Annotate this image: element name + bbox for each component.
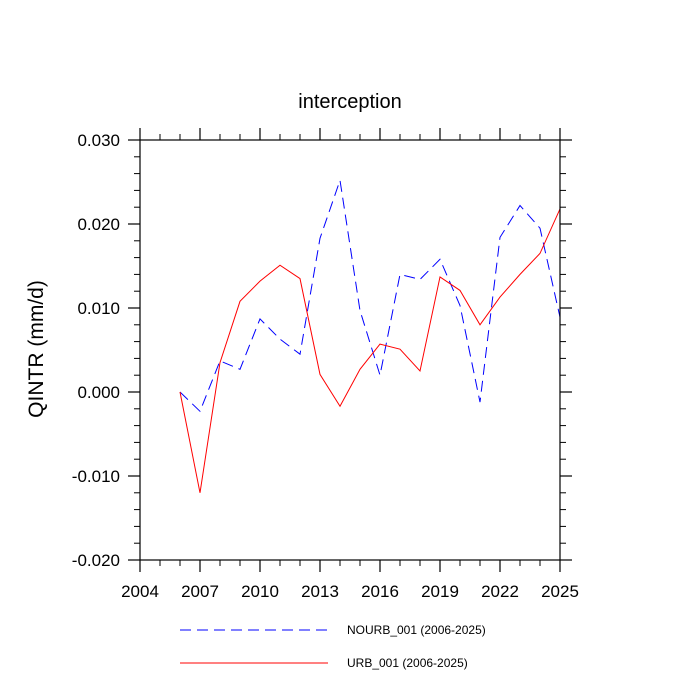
x-tick-labels: 2004 2007 2010 2013 2016 2019 2022 2025 — [121, 582, 579, 601]
y-tick-label-4: 0.020 — [77, 215, 120, 234]
series-line-nourb — [179, 180, 561, 413]
x-tick-label-2025: 2025 — [541, 582, 579, 601]
x-tick-label-2016: 2016 — [361, 582, 399, 601]
chart-title: interception — [298, 91, 401, 113]
y-axis-label: QINTR (mm/d) — [25, 280, 48, 418]
legend-label-urb: URB_001 (2006-2025) — [347, 656, 468, 670]
y-tick-label-5: 0.030 — [77, 131, 120, 150]
series-line-urb — [179, 208, 561, 493]
y-tick-label-2: 0.000 — [77, 383, 120, 402]
x-tick-label-2007: 2007 — [181, 582, 219, 601]
y-tick-label-0: -0.020 — [72, 551, 120, 570]
x-tick-label-2013: 2013 — [301, 582, 339, 601]
series-layer — [179, 180, 561, 493]
x-tick-label-2022: 2022 — [481, 582, 519, 601]
x-tick-label-2019: 2019 — [421, 582, 459, 601]
x-tick-label-2010: 2010 — [241, 582, 279, 601]
legend-label-nourb: NOURB_001 (2006-2025) — [347, 623, 486, 637]
x-tick-label-2004: 2004 — [121, 582, 159, 601]
y-tick-label-1: -0.010 — [72, 467, 120, 486]
y-tick-label-3: 0.010 — [77, 299, 120, 318]
legend: NOURB_001 (2006-2025) URB_001 (2006-2025… — [180, 623, 486, 670]
axis-ticks — [128, 128, 572, 572]
plot-frame — [139, 139, 561, 561]
y-tick-labels: -0.020 -0.010 0.000 0.010 0.020 0.030 — [72, 131, 120, 570]
